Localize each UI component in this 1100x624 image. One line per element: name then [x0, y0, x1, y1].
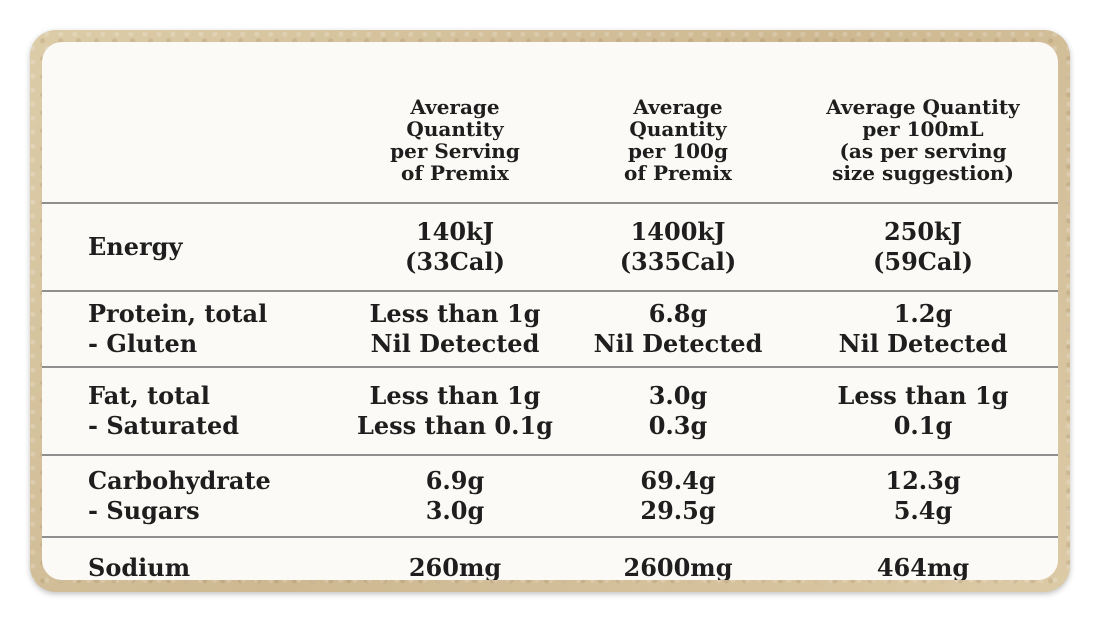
header-per-100ml: Average Quantity per 100mL (as per servi…	[788, 42, 1058, 203]
value-per-serving: 6.9g 3.0g	[425, 466, 485, 525]
table-row-sodium: Sodium 260mg 2600mg 464mg	[42, 537, 1058, 580]
value-per-100g: 1400kJ (335Cal)	[619, 217, 737, 276]
header-row: Average Quantity per Serving of Premix A…	[42, 42, 1058, 203]
nutrient-name: Fat, total - Saturated	[88, 381, 240, 440]
table-row-energy: Energy 140kJ (33Cal) 1400kJ (335Cal) 250…	[42, 203, 1058, 291]
table-row-protein: Protein, total - Gluten Less than 1g Nil…	[42, 291, 1058, 367]
value-per-100ml: Less than 1g 0.1g	[837, 381, 1009, 440]
nutrition-panel: Average Quantity per Serving of Premix A…	[42, 42, 1058, 580]
table-row-fat: Fat, total - Saturated Less than 1g Less…	[42, 367, 1058, 455]
value-per-100ml: 12.3g 5.4g	[885, 466, 961, 525]
header-per-100g: Average Quantity per 100g of Premix	[568, 42, 788, 203]
header-per-100g-label: Average Quantity per 100g of Premix	[624, 95, 732, 185]
value-per-100g: 2600mg	[623, 553, 733, 580]
header-per-serving-label: Average Quantity per Serving of Premix	[390, 95, 520, 185]
header-per-100ml-label: Average Quantity per 100mL (as per servi…	[826, 95, 1020, 185]
value-per-100g: 69.4g 29.5g	[640, 466, 716, 525]
value-per-serving: Less than 1g Less than 0.1g	[357, 381, 553, 440]
value-per-serving: Less than 1g Nil Detected	[369, 299, 541, 358]
table-row-carbohydrate: Carbohydrate - Sugars 6.9g 3.0g 69.4g 29…	[42, 455, 1058, 537]
value-per-100ml: 464mg	[876, 553, 970, 580]
header-per-serving: Average Quantity per Serving of Premix	[342, 42, 568, 203]
header-nutrient	[42, 42, 342, 203]
nutrient-name: Energy	[88, 232, 183, 261]
nutrient-name: Protein, total - Gluten	[88, 299, 268, 358]
value-per-100g: 3.0g 0.3g	[648, 381, 708, 440]
value-per-serving: 140kJ (33Cal)	[405, 217, 505, 276]
value-per-100ml: 250kJ (59Cal)	[873, 217, 973, 276]
value-per-100g: 6.8g Nil Detected	[593, 299, 763, 358]
nutrient-name: Carbohydrate - Sugars	[88, 466, 271, 525]
value-per-serving: 260mg	[408, 553, 502, 580]
nutrition-table: Average Quantity per Serving of Premix A…	[42, 42, 1058, 580]
nutrient-name: Sodium	[88, 553, 191, 580]
value-per-100ml: 1.2g Nil Detected	[838, 299, 1008, 358]
nutrition-panel-frame: Average Quantity per Serving of Premix A…	[30, 30, 1070, 592]
